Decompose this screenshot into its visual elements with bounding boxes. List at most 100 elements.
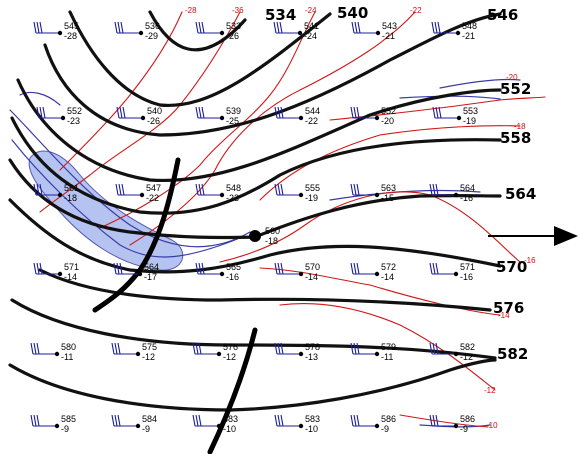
wind-barb-feather [195, 414, 199, 427]
station-dot [137, 271, 143, 277]
temperature-contour-label: -18 [514, 122, 526, 131]
station-height: 548 [226, 183, 241, 193]
wind-barb-feather [198, 21, 202, 34]
station-model: 544-22 [274, 106, 320, 126]
wind-barb-feather [351, 21, 355, 34]
wind-barb-feather [198, 414, 202, 427]
wind-barb-feather [39, 183, 43, 196]
wind-barb-feather [432, 414, 436, 427]
station-height: 541 [304, 21, 319, 31]
station-temp: -10 [223, 424, 236, 434]
station-model: 555-19 [274, 183, 320, 203]
station-height: 540 [147, 106, 162, 116]
wind-barb-feather [277, 183, 281, 196]
station-height: 570 [305, 262, 320, 272]
wind-barb-feather [438, 106, 442, 119]
wind-barb-feather [30, 414, 34, 427]
station-temp: -10 [305, 424, 318, 434]
station-model: 539-25 [195, 106, 241, 126]
station-model: 561-18 [33, 183, 79, 203]
station-height: 584 [142, 414, 157, 424]
station-dot [54, 423, 60, 429]
wind-barb-feather [280, 106, 284, 119]
wind-barb-feather [117, 342, 121, 355]
station-height: 539 [226, 106, 241, 116]
wind-barb-feather [198, 262, 202, 275]
station-height: 543 [382, 21, 397, 31]
wind-barb-feather [39, 106, 43, 119]
isotach-lines [9, 78, 521, 428]
station-model: 579-11 [350, 342, 396, 362]
station-temp: -14 [381, 272, 394, 282]
wind-barb-feather [357, 21, 361, 34]
wind-barb-feather [356, 414, 360, 427]
wind-barb-feather [118, 183, 122, 196]
station-dot [57, 271, 63, 277]
wind-barb-feather [195, 342, 199, 355]
station-model: 582-12 [429, 342, 475, 362]
wind-barb-feather [195, 262, 199, 275]
station-model: 584-9 [111, 414, 157, 434]
height-contour-labels: 534 540 546 552 558 564 570 576 582 [265, 4, 536, 363]
wind-barb-feather [353, 262, 357, 275]
wind-barb-feather [350, 342, 354, 355]
jet-streak-shading [28, 150, 184, 271]
station-temp: -16 [226, 272, 239, 282]
wind-barb-feather [435, 342, 439, 355]
station-temp: -29 [145, 31, 158, 41]
station-temp: -17 [144, 272, 157, 282]
station-temp: -9 [142, 424, 150, 434]
station-dot [453, 351, 459, 357]
station-height: 563 [381, 183, 396, 193]
wind-barb-feather [350, 183, 354, 196]
wind-barb-feather [36, 106, 40, 119]
station-dot [139, 192, 145, 198]
station-height: 583 [223, 414, 238, 424]
wind-barb-feather [198, 342, 202, 355]
wind-barb-feather [201, 183, 205, 196]
temperature-contour-label: -28 [185, 6, 197, 15]
wind-barb-feather [432, 342, 436, 355]
temperature-contour-label: -20 [506, 73, 518, 82]
wind-barb-feather [353, 414, 357, 427]
wind-barb-feather [36, 262, 40, 275]
station-height: 545 [64, 21, 79, 31]
station-dot [219, 115, 225, 121]
wind-barb-feather [356, 183, 360, 196]
wind-barb-feather [273, 21, 277, 34]
low-center-temp: -18 [265, 236, 278, 246]
temperature-contour-label: -12 [484, 386, 496, 395]
wind-barb-feather [274, 183, 278, 196]
station-height: 585 [61, 414, 76, 424]
wind-barb-feather [121, 183, 125, 196]
station-temp: -14 [64, 272, 77, 282]
wind-barb-feather [277, 414, 281, 427]
station-model: 586-9 [350, 414, 396, 434]
station-model: 565-16 [195, 262, 241, 282]
station-height: 571 [64, 262, 79, 272]
station-dot [298, 192, 304, 198]
wind-barb-feather [122, 106, 126, 119]
station-temp: -9 [61, 424, 69, 434]
station-height: 586 [460, 414, 475, 424]
wind-barb-feather [429, 342, 433, 355]
height-contour-label: 582 [497, 345, 528, 363]
station-height: 564 [144, 262, 159, 272]
wind-barb-feather [33, 183, 37, 196]
wind-barb-feather [280, 262, 284, 275]
station-model: 578-13 [274, 342, 320, 362]
wind-barb-feather [274, 342, 278, 355]
station-temp: -16 [460, 193, 473, 203]
station-dot [219, 271, 225, 277]
station-temp: -13 [305, 352, 318, 362]
station-height: 544 [305, 106, 320, 116]
station-dot [135, 423, 141, 429]
wind-barb-feather [195, 21, 199, 34]
station-dot [374, 192, 380, 198]
trough-axes [92, 157, 258, 454]
station-models: 545-28536-29533-26541-24543-21548-21552-… [30, 21, 478, 434]
wind-barb-feather [195, 183, 199, 196]
wind-barb-feather [111, 342, 115, 355]
station-height: 565 [226, 262, 241, 272]
wind-barb-feather [114, 414, 118, 427]
